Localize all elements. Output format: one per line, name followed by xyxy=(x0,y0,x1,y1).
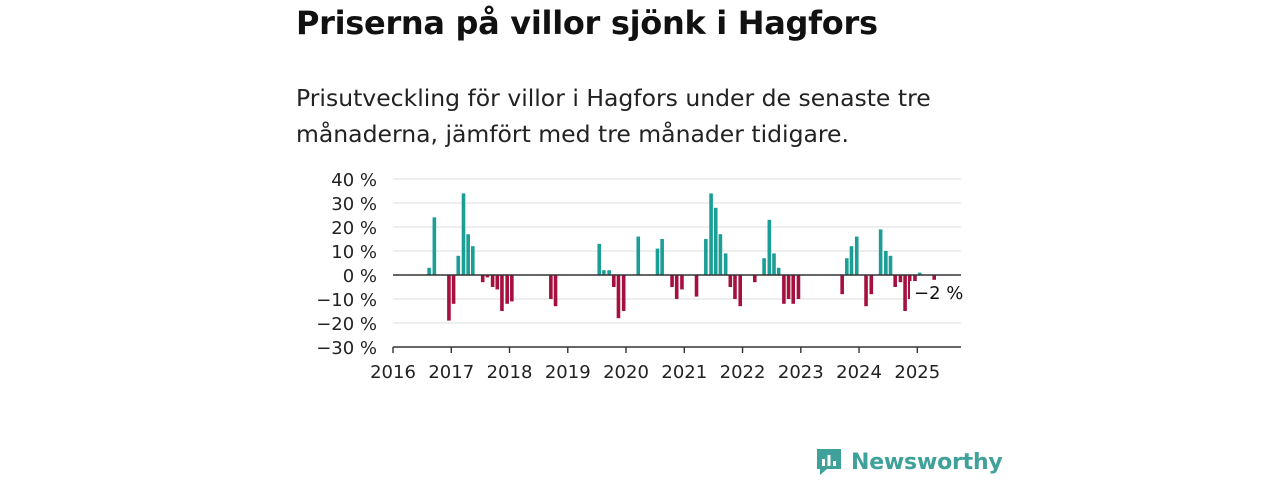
y-tick-label: 0 % xyxy=(343,266,377,287)
bar xyxy=(680,275,684,290)
y-tick-label: 40 % xyxy=(331,170,377,191)
bar xyxy=(660,239,664,275)
bar xyxy=(718,234,723,275)
bar xyxy=(553,275,558,307)
bar xyxy=(674,275,679,299)
bar xyxy=(602,270,606,275)
y-axis-labels: 40 % 30 % 20 % 10 % 0 % −10 % −20 % −30 % xyxy=(316,170,377,359)
bars xyxy=(427,193,936,321)
last-value-label-bg xyxy=(910,281,958,302)
bar xyxy=(762,258,766,275)
bar xyxy=(728,275,733,287)
x-tick-label: 2018 xyxy=(487,362,533,383)
brand-name: Newsworthy xyxy=(851,449,1003,475)
bar xyxy=(907,275,912,299)
bar xyxy=(694,275,699,297)
y-tick-label: −30 % xyxy=(316,338,377,359)
bar xyxy=(704,239,708,275)
x-tick-label: 2022 xyxy=(720,362,766,383)
bar xyxy=(616,275,621,319)
bar xyxy=(738,275,743,307)
x-tick-label: 2019 xyxy=(545,362,591,383)
bar xyxy=(510,275,514,302)
bar xyxy=(597,243,602,275)
bar xyxy=(611,275,616,287)
bar xyxy=(505,275,509,304)
annotations: −2 % xyxy=(910,281,963,304)
bar xyxy=(893,275,897,287)
y-tick-label: −10 % xyxy=(316,290,377,311)
bar xyxy=(903,275,907,311)
bar xyxy=(733,275,737,299)
bar xyxy=(432,217,437,275)
bar xyxy=(607,270,611,275)
bar xyxy=(636,236,641,275)
bar xyxy=(884,251,888,275)
bar xyxy=(447,275,451,321)
y-tick-label: 30 % xyxy=(331,194,377,215)
bar xyxy=(786,275,791,299)
bar xyxy=(655,248,660,275)
bar xyxy=(898,275,903,283)
bar xyxy=(500,275,504,311)
bar xyxy=(451,275,456,304)
newsworthy-logo-icon xyxy=(817,449,841,475)
bar xyxy=(917,272,922,275)
brand-logo: Newsworthy xyxy=(815,446,1003,478)
bar-chart: 40 %30 %20 %10 %0 %−10 %−20 %−30 % 2016 2… xyxy=(316,170,963,383)
bar xyxy=(791,275,796,304)
bar xyxy=(713,207,718,275)
bar xyxy=(854,236,859,275)
bar xyxy=(485,275,490,278)
bar xyxy=(869,275,874,295)
bar xyxy=(849,246,854,275)
bar xyxy=(845,258,849,275)
bar xyxy=(776,267,781,275)
bar xyxy=(864,275,868,307)
bar xyxy=(878,229,883,275)
bar xyxy=(490,275,495,287)
bar xyxy=(480,275,485,283)
x-tick-label: 2017 xyxy=(428,362,474,383)
y-tick-label: 10 % xyxy=(331,242,377,263)
chart-subtitle: Prisutveckling för villor i Hagfors unde… xyxy=(296,84,931,148)
bar xyxy=(772,253,776,275)
bar xyxy=(461,193,466,275)
bar xyxy=(670,275,674,287)
grid-lines xyxy=(393,178,961,348)
bar xyxy=(549,275,553,299)
bar xyxy=(456,255,461,275)
bar xyxy=(471,246,475,275)
bar xyxy=(752,275,757,283)
bar xyxy=(466,234,470,275)
bar xyxy=(621,275,626,311)
bar xyxy=(782,275,786,304)
x-tick-label: 2021 xyxy=(661,362,707,383)
bar xyxy=(767,219,772,275)
y-tick-label: −20 % xyxy=(316,314,377,335)
bar xyxy=(427,267,431,275)
x-tick-label: 2020 xyxy=(603,362,649,383)
bar xyxy=(495,275,500,290)
bar xyxy=(796,275,801,299)
y-tick-label: 20 % xyxy=(331,218,377,239)
x-tick-label: 2023 xyxy=(778,362,824,383)
bar xyxy=(723,253,728,275)
bar xyxy=(888,255,893,275)
x-tick-label: 2016 xyxy=(370,362,416,383)
axes xyxy=(392,274,961,353)
x-tick-label: 2024 xyxy=(836,362,882,383)
x-tick-label: 2025 xyxy=(894,362,940,383)
chart-title: Priserna på villor sjönk i Hagfors xyxy=(296,4,878,42)
bar xyxy=(932,275,936,280)
x-axis-labels: 2016 2017 2018 2019 2020 2021 2022 2023 2024 2025 xyxy=(370,362,940,383)
bar xyxy=(709,193,713,275)
bar xyxy=(840,275,844,295)
last-value-label: −2 % xyxy=(914,283,963,304)
